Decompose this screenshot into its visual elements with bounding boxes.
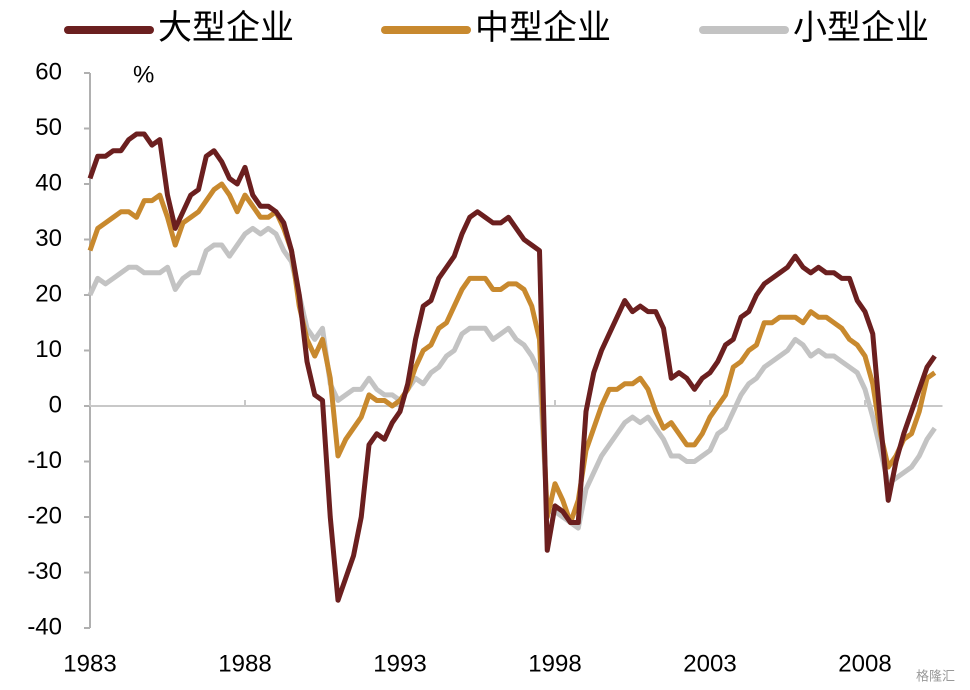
series-line (87, 225, 937, 531)
legend-label: 小型企业 (793, 9, 929, 47)
y-tick-label: 40 (35, 169, 62, 196)
series-line (87, 181, 937, 526)
y-tick-label: 30 (35, 225, 62, 252)
y-tick-label: 10 (35, 336, 62, 363)
y-tick-label: 60 (35, 58, 62, 85)
legend-label: 大型企业 (158, 9, 294, 47)
series-line (87, 131, 937, 603)
x-tick-label: 2003 (683, 650, 736, 677)
legend-label: 中型企业 (475, 9, 611, 47)
watermark: 格隆汇 (916, 668, 955, 683)
x-tick-label: 2008 (838, 650, 891, 677)
x-tick-label: 1983 (63, 650, 116, 677)
y-tick-label: -40 (27, 613, 62, 640)
y-tick-label: 20 (35, 280, 62, 307)
y-tick-label: -30 (27, 558, 62, 585)
unit-label: % (133, 61, 154, 88)
y-tick-label: 50 (35, 114, 62, 141)
y-tick-label: -10 (27, 447, 62, 474)
x-tick-label: 1998 (528, 650, 581, 677)
x-tick-label: 1988 (218, 650, 271, 677)
y-tick-label: -20 (27, 502, 62, 529)
y-tick-label: 0 (49, 391, 62, 418)
x-tick-label: 1993 (373, 650, 426, 677)
